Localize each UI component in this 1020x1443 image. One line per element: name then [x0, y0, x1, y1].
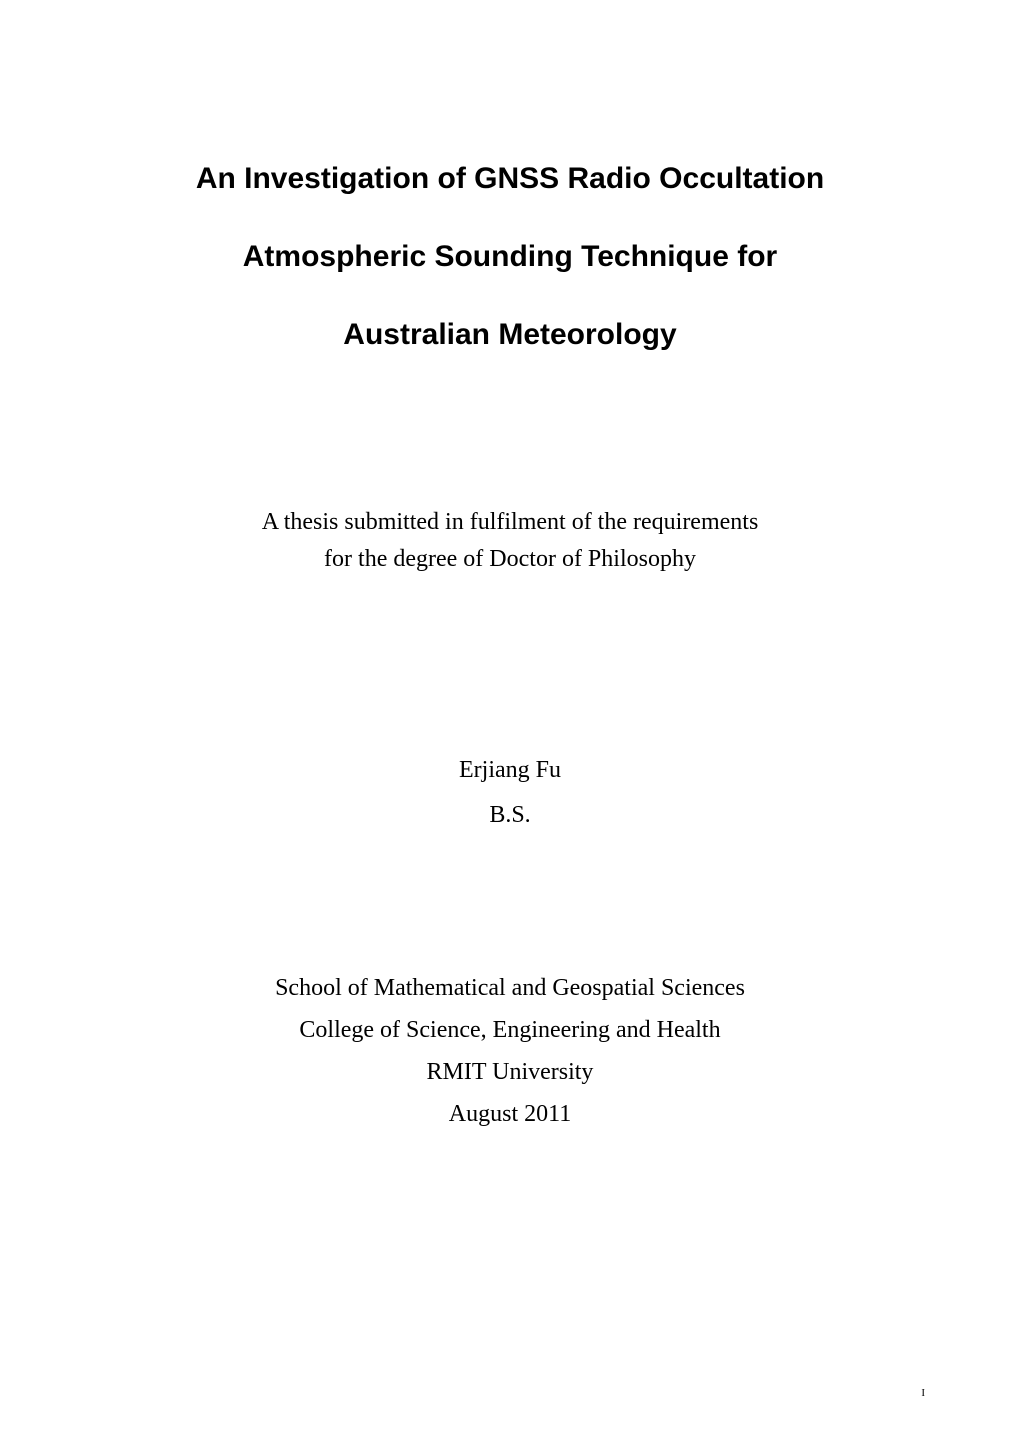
affiliation-date: August 2011	[120, 1093, 900, 1135]
page-number: I	[921, 1387, 925, 1399]
affiliation-block: School of Mathematical and Geospatial Sc…	[120, 967, 900, 1135]
affiliation-college: College of Science, Engineering and Heal…	[120, 1009, 900, 1051]
subtitle-line-2: for the degree of Doctor of Philosophy	[120, 541, 900, 578]
thesis-title-page: An Investigation of GNSS Radio Occultati…	[0, 0, 1020, 1443]
thesis-subtitle: A thesis submitted in fulfilment of the …	[120, 504, 900, 578]
thesis-title: An Investigation of GNSS Radio Occultati…	[120, 140, 900, 374]
title-line-2: Atmospheric Sounding Technique for	[120, 218, 900, 296]
affiliation-university: RMIT University	[120, 1051, 900, 1093]
affiliation-school: School of Mathematical and Geospatial Sc…	[120, 967, 900, 1009]
author-name: Erjiang Fu	[120, 748, 900, 792]
title-line-3: Australian Meteorology	[120, 296, 900, 374]
author-block: Erjiang Fu B.S.	[120, 748, 900, 837]
subtitle-line-1: A thesis submitted in fulfilment of the …	[120, 504, 900, 541]
author-degree: B.S.	[120, 793, 900, 837]
title-line-1: An Investigation of GNSS Radio Occultati…	[120, 140, 900, 218]
